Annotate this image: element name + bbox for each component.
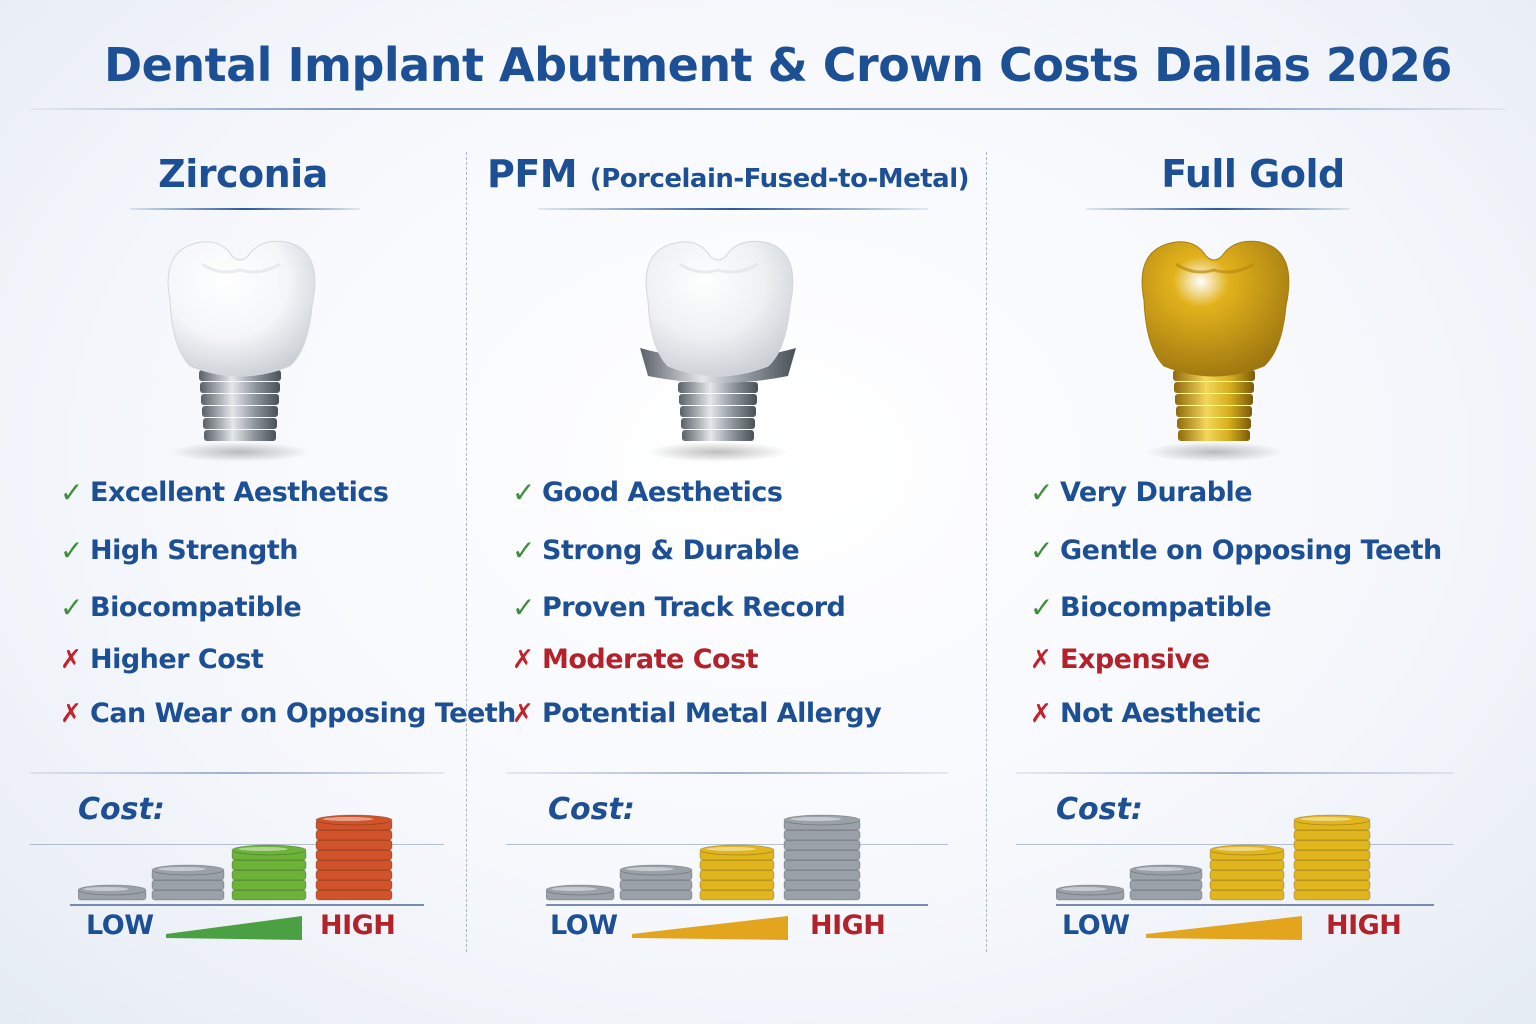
feature-text: Biocompatible [90,592,302,623]
page-title: Dental Implant Abutment & Crown Costs Da… [104,38,1452,92]
feature-item: ✓ Very Durable [1030,476,1253,509]
cost-divider [1016,772,1454,774]
heading-underline [1086,208,1350,210]
check-icon: ✓ [1030,534,1054,567]
cost-baseline [1056,904,1434,906]
feature-item: ✗ Higher Cost [60,644,264,675]
column-divider [986,152,987,952]
column-divider [466,152,467,952]
feature-item: ✓ Strong & Durable [512,534,800,567]
feature-item: ✓ Gentle on Opposing Teeth [1030,534,1442,567]
feature-text: Biocompatible [1060,592,1272,623]
cost-label: Cost: [1056,792,1143,827]
cost-guide-line [1016,844,1454,845]
column-pfm: PFM (Porcelain-Fused-to-Metal) ✓ Good Aes… [472,120,984,1020]
check-icon: ✓ [512,591,536,624]
feature-item: ✗ Potential Metal Allergy [512,698,882,729]
crown-implant-image [1114,230,1314,470]
cross-icon: ✗ [60,698,82,729]
cross-icon: ✗ [1030,698,1052,729]
high-label: HIGH [810,910,886,941]
crown-implant-image [140,230,340,470]
check-icon: ✓ [60,476,84,509]
feature-item: ✓ High Strength [60,534,298,567]
feature-text: High Strength [90,535,298,566]
feature-item: ✓ Biocompatible [1030,591,1272,624]
cost-divider [506,772,948,774]
cost-baseline [546,904,928,906]
feature-text: Strong & Durable [542,535,800,566]
cost-guide-line [506,844,948,845]
low-label: LOW [86,910,154,941]
check-icon: ✓ [60,534,84,567]
low-label: LOW [550,910,618,941]
feature-item: ✗ Not Aesthetic [1030,698,1261,729]
feature-text: Good Aesthetics [542,477,783,508]
cost-wedge-icon [166,912,302,942]
feature-item: ✗ Moderate Cost [512,644,759,675]
feature-text: Very Durable [1060,477,1253,508]
check-icon: ✓ [512,476,536,509]
cross-icon: ✗ [60,644,82,675]
cost-wedge-icon [632,912,788,942]
coin-stacks [77,780,418,906]
feature-text: Excellent Aesthetics [90,477,389,508]
feature-item: ✓ Good Aesthetics [512,476,783,509]
column-full-gold: Full Gold ✓ Very Durable ✓ Gentle on Opposi… [990,120,1516,1020]
feature-text: Proven Track Record [542,592,846,623]
cross-icon: ✗ [512,698,534,729]
check-icon: ✓ [1030,476,1054,509]
cost-divider [30,772,444,774]
feature-text: Not Aesthetic [1060,698,1261,729]
feature-item: ✓ Excellent Aesthetics [60,476,389,509]
title-divider [30,108,1506,110]
cost-guide-line [30,844,444,845]
cross-icon: ✗ [512,644,534,675]
feature-text: Expensive [1060,644,1210,675]
cost-baseline [70,904,424,906]
feature-item: ✓ Proven Track Record [512,591,846,624]
check-icon: ✓ [1030,591,1054,624]
high-label: HIGH [320,910,396,941]
check-icon: ✓ [512,534,536,567]
cost-label: Cost: [78,792,165,827]
feature-item: ✓ Biocompatible [60,591,302,624]
high-label: HIGH [1326,910,1402,941]
crown-implant-image [618,230,818,470]
cost-wedge-icon [1146,912,1302,942]
feature-text: Potential Metal Allergy [542,698,882,729]
low-label: LOW [1062,910,1130,941]
column-zirconia: Zirconia ✓ Excellent Aesthetics ✓ High Stre… [20,120,516,1020]
feature-item: ✗ Can Wear on Opposing Teeth [60,698,516,729]
feature-text: Moderate Cost [542,644,759,675]
feature-item: ✗ Expensive [1030,644,1210,675]
cross-icon: ✗ [1030,644,1052,675]
column-heading: Zirconia [158,152,328,196]
column-heading: Full Gold [1161,152,1345,196]
column-subheading: (Porcelain-Fused-to-Metal) [589,164,970,194]
feature-text: Gentle on Opposing Teeth [1060,535,1442,566]
coin-stacks [545,780,886,906]
feature-text: Can Wear on Opposing Teeth [90,698,516,729]
cost-label: Cost: [548,792,635,827]
column-heading: PFM (Porcelain-Fused-to-Metal) [486,152,970,196]
feature-text: Higher Cost [90,644,264,675]
coin-stacks [1055,780,1396,906]
check-icon: ✓ [60,591,84,624]
heading-underline [538,208,928,210]
heading-underline [130,208,360,210]
